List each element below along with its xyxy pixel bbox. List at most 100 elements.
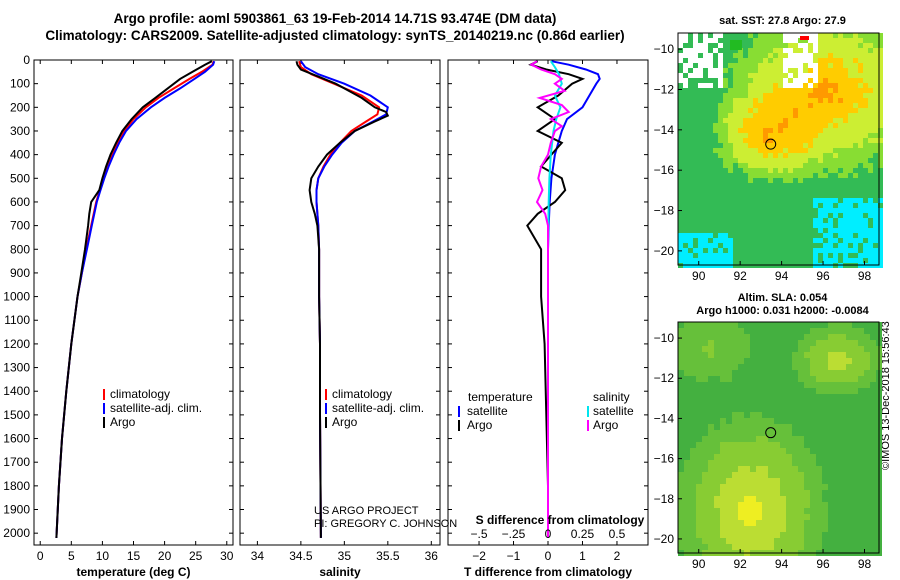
map-cell	[732, 400, 738, 406]
map-cell	[690, 376, 696, 382]
map-cell	[690, 370, 696, 376]
map-cell	[688, 108, 693, 113]
map-cell	[688, 223, 693, 228]
map-cell	[708, 258, 713, 263]
map-cell	[756, 490, 762, 496]
map-cell	[810, 424, 816, 430]
map-cell	[753, 128, 758, 133]
map-cell	[738, 68, 743, 73]
map-cell	[733, 248, 738, 253]
map-cell	[870, 352, 876, 358]
map-cell	[720, 400, 726, 406]
map-cell	[756, 412, 762, 418]
map-cell	[834, 484, 840, 490]
map-cell	[762, 538, 768, 544]
map-cell	[744, 490, 750, 496]
map-cell	[778, 133, 783, 138]
map-cell	[852, 352, 858, 358]
map-cell	[696, 340, 702, 346]
map-cell	[733, 253, 738, 258]
map-cell	[810, 430, 816, 436]
map-cell	[822, 454, 828, 460]
map-cell	[852, 514, 858, 520]
map-cell	[738, 193, 743, 198]
map-cell	[858, 388, 864, 394]
map-cell	[753, 78, 758, 83]
map-cell	[878, 158, 883, 163]
map-cell	[813, 158, 818, 163]
map-cell	[804, 520, 810, 526]
map-cell	[756, 508, 762, 514]
map-cell	[828, 38, 833, 43]
map-cell	[690, 454, 696, 460]
map-cell	[738, 442, 744, 448]
map-cell	[762, 532, 768, 538]
map-cell	[816, 406, 822, 412]
map-cell	[768, 148, 773, 153]
map-cell	[786, 448, 792, 454]
map-cell	[678, 472, 684, 478]
map-cell	[818, 168, 823, 173]
map-cell	[702, 412, 708, 418]
map-cell	[838, 88, 843, 93]
map-cell	[858, 63, 863, 68]
map-cell	[703, 183, 708, 188]
map-cell	[848, 248, 853, 253]
map-cell	[713, 103, 718, 108]
map-cell	[786, 454, 792, 460]
map-cell	[833, 53, 838, 58]
map-cell	[793, 83, 798, 88]
map-cell	[810, 466, 816, 472]
map-cell	[738, 526, 744, 532]
map-cell	[738, 133, 743, 138]
map-cell	[798, 138, 803, 143]
map-cell	[678, 38, 683, 43]
map-cell	[798, 73, 803, 78]
map-cell	[792, 472, 798, 478]
map-cell	[778, 183, 783, 188]
map-cell	[863, 53, 868, 58]
map-cell	[873, 138, 878, 143]
map-cell	[693, 83, 698, 88]
map-cell	[822, 538, 828, 544]
map-cell	[822, 508, 828, 514]
map-cell	[780, 340, 786, 346]
map-cell	[683, 228, 688, 233]
map-cell	[833, 153, 838, 158]
map-cell	[678, 233, 683, 238]
map-cell	[870, 442, 876, 448]
map-cell	[758, 78, 763, 83]
map-cell	[858, 376, 864, 382]
map-cell	[690, 412, 696, 418]
map-cell	[753, 113, 758, 118]
map-cell	[864, 364, 870, 370]
map-cell	[813, 113, 818, 118]
map-cell	[688, 153, 693, 158]
map-cell	[774, 424, 780, 430]
map-cell	[852, 454, 858, 460]
map-cell	[713, 123, 718, 128]
lat-tick-label: −16	[654, 452, 675, 466]
map-cell	[803, 248, 808, 253]
map-cell	[698, 243, 703, 248]
map-cell	[792, 490, 798, 496]
map-cell	[828, 412, 834, 418]
map-cell	[750, 364, 756, 370]
map-cell	[833, 158, 838, 163]
map-cell	[818, 98, 823, 103]
map-cell	[702, 388, 708, 394]
map-cell	[828, 538, 834, 544]
map-cell	[753, 198, 758, 203]
map-cell	[822, 496, 828, 502]
map-cell	[840, 508, 846, 514]
map-cell	[810, 352, 816, 358]
map-cell	[863, 208, 868, 213]
map-cell	[778, 233, 783, 238]
map-cell	[750, 370, 756, 376]
map-cell	[748, 208, 753, 213]
map-cell	[858, 53, 863, 58]
map-cell	[828, 138, 833, 143]
map-cell	[678, 430, 684, 436]
map-cell	[696, 538, 702, 544]
map-cell	[744, 424, 750, 430]
